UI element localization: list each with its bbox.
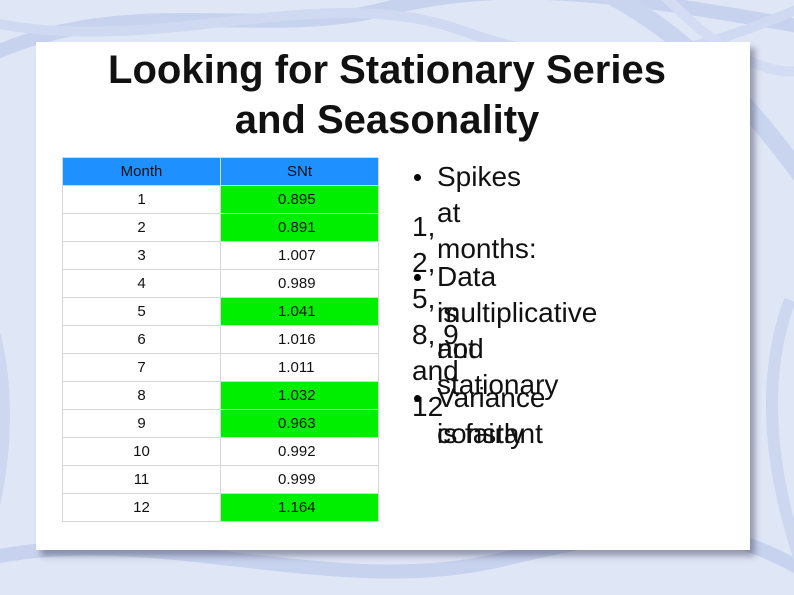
- snt-cell: 1.011: [220, 353, 379, 382]
- snt-cell: 1.164: [220, 493, 379, 522]
- title-line-1: Looking for Stationary Series: [108, 48, 666, 92]
- month-cell: 12: [62, 493, 221, 522]
- month-cell: 9: [62, 409, 221, 438]
- bullet-spikes-label: Spikes at months:: [437, 161, 537, 264]
- snt-cell: 1.041: [220, 297, 379, 326]
- month-cell: 4: [62, 269, 221, 298]
- table-row: 9 0.963: [62, 409, 379, 438]
- table-row: 6 1.016: [62, 325, 379, 354]
- snt-cell: 0.963: [220, 409, 379, 438]
- bullet-dot: [414, 174, 421, 181]
- snt-cell: 0.891: [220, 213, 379, 242]
- seasonal-index-table: Month SNt 1 0.895 2 0.891 3 1.007 4 0.989 5 1.041…: [62, 157, 379, 522]
- snt-header: SNt: [220, 157, 379, 186]
- bullet-variance-line-1: Variance is fairly: [437, 382, 546, 449]
- bullet-dot: [414, 395, 421, 402]
- table-row: 7 1.011: [62, 353, 379, 382]
- month-cell: 1: [62, 185, 221, 214]
- bullet-data-line-3: not stationary: [437, 333, 559, 400]
- table-row: 5 1.041: [62, 297, 379, 326]
- snt-cell: 0.999: [220, 465, 379, 494]
- snt-cell: 1.007: [220, 241, 379, 270]
- month-cell: 8: [62, 381, 221, 410]
- month-cell: 10: [62, 437, 221, 466]
- snt-cell: 1.032: [220, 381, 379, 410]
- table-row: 8 1.032: [62, 381, 379, 410]
- table-row: 12 1.164: [62, 493, 379, 522]
- month-header: Month: [62, 157, 221, 186]
- month-cell: 7: [62, 353, 221, 382]
- month-cell: 3: [62, 241, 221, 270]
- snt-cell: 1.016: [220, 325, 379, 354]
- table-row: 3 1.007: [62, 241, 379, 270]
- table-row: 11 0.999: [62, 465, 379, 494]
- table-row: 4 0.989: [62, 269, 379, 298]
- bullet-dot: [414, 274, 421, 281]
- month-cell: 6: [62, 325, 221, 354]
- table-header-row: Month SNt: [62, 157, 379, 186]
- snt-cell: 0.895: [220, 185, 379, 214]
- slide-title: Looking for Stationary Series and Season…: [0, 45, 774, 145]
- table-row: 1 0.895: [62, 185, 379, 214]
- snt-cell: 0.992: [220, 437, 379, 466]
- table-row: 10 0.992: [62, 437, 379, 466]
- title-line-2: and Seasonality: [234, 98, 540, 142]
- bullet-variance-line-2: constant: [437, 418, 543, 449]
- bullet-data-line-1: Data is: [437, 261, 497, 328]
- bullet-spikes-months: 1, 2, 5, 8, 9 and 12: [412, 211, 459, 422]
- table-body: 1 0.895 2 0.891 3 1.007 4 0.989 5 1.041 6 1.016 7 1.0…: [62, 185, 379, 522]
- month-cell: 5: [62, 297, 221, 326]
- table-row: 2 0.891: [62, 213, 379, 242]
- snt-cell: 0.989: [220, 269, 379, 298]
- bullet-data-line-2: multiplicative and: [437, 297, 598, 364]
- month-cell: 2: [62, 213, 221, 242]
- month-cell: 11: [62, 465, 221, 494]
